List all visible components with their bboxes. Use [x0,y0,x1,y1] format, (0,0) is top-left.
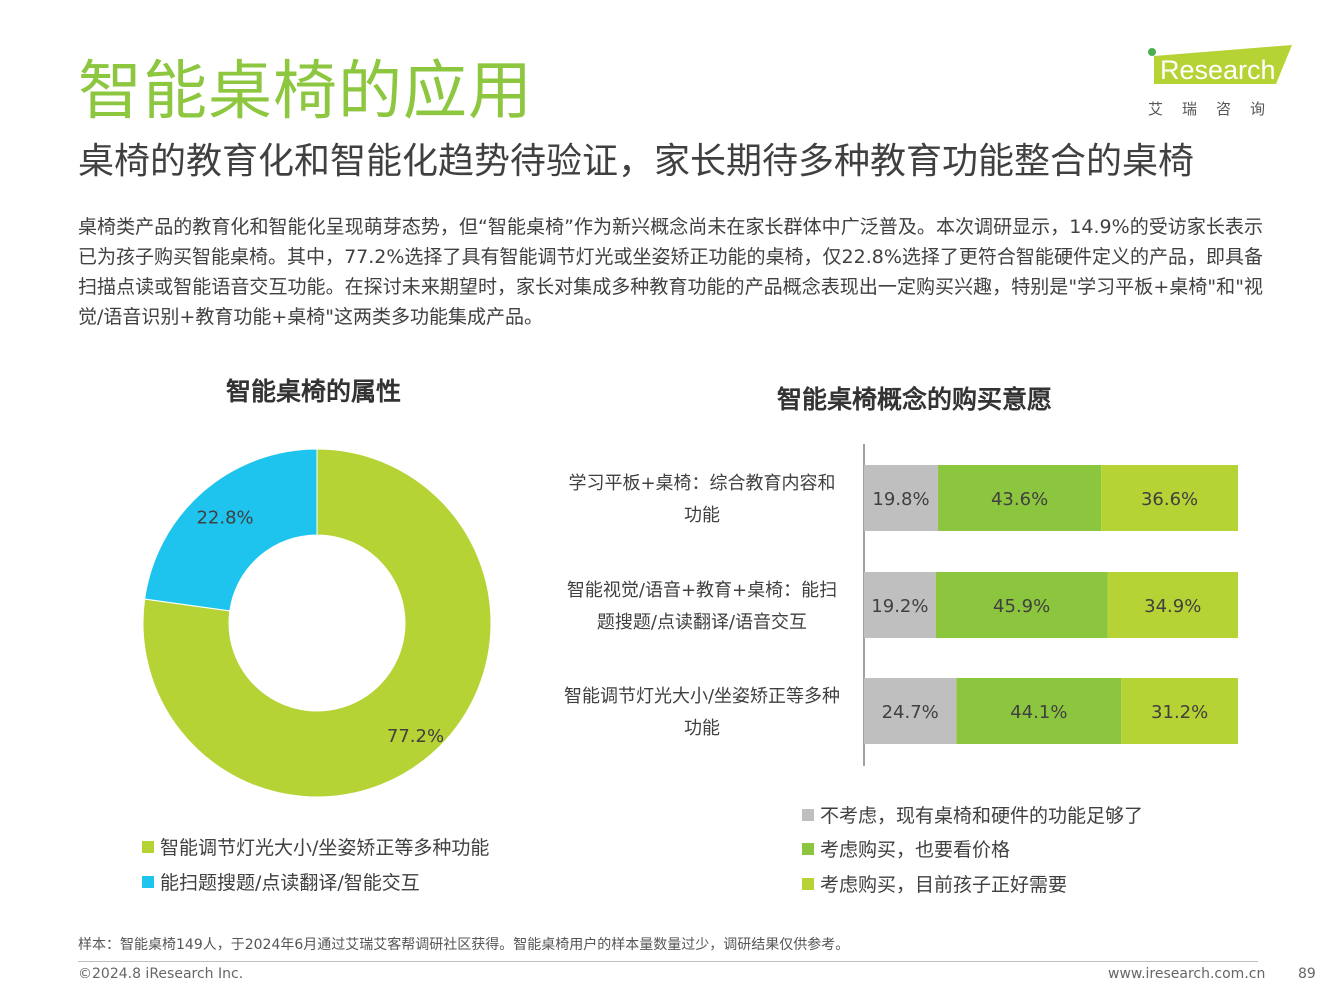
copyright: ©2024.8 iResearch Inc. [78,966,244,982]
bar-segment [1101,465,1238,531]
bar-data-label: 31.2% [1151,702,1208,723]
legend-swatch [802,842,814,855]
website-link: www.iresearch.com.cn [1108,966,1266,982]
category-label: 学习平板+桌椅：综合教育内容和功能 [568,473,835,526]
legend-label: 智能调节灯光大小/坐姿矫正等多种功能 [160,837,490,859]
donut-data-label: 22.8% [196,507,253,528]
donut-legend-item: 能扫题搜题/点读翻译/智能交互 [142,868,420,895]
bar-data-label: 36.6% [1141,489,1198,510]
category-label-line: 学习平板+桌椅：综合教育内容和 [568,473,835,494]
bar-data-label: 24.7% [882,702,939,723]
bar-segment [864,572,936,638]
page-subtitle: 桌椅的教育化和智能化趋势待验证，家长期待多种教育功能整合的桌椅 [78,141,1195,182]
bar-segment [938,465,1102,531]
category-label-line: 智能调节灯光大小/坐姿矫正等多种 [564,686,840,707]
donut-data-label: 77.2% [387,726,444,747]
logo-text: Research [1160,55,1276,85]
donut-slice [144,448,318,612]
category-label-line: 题搜题/点读翻译/语音交互 [597,612,807,633]
bar-segment [864,678,957,744]
legend-label: 考虑购买，目前孩子正好需要 [820,874,1068,896]
bar-legend-item: 考虑购买，也要看价格 [802,835,1010,862]
legend-label: 考虑购买，也要看价格 [820,839,1011,861]
legend-swatch [802,808,814,821]
bar-data-label: 19.8% [872,489,929,510]
bar-data-label: 19.2% [871,596,928,617]
category-label: 智能调节灯光大小/坐姿矫正等多种功能 [564,686,840,739]
logo-chinese: 艾瑞咨询 [1148,100,1285,118]
donut-chart: 77.2% 22.8% [142,448,492,798]
logo-dot [1148,48,1156,56]
legend-swatch [802,877,814,890]
bar-data-label: 45.9% [993,596,1050,617]
donut-chart-title: 智能桌椅的属性 [226,377,402,406]
bar-segment [956,678,1122,744]
donut-slice [142,448,492,798]
legend-swatch [142,875,154,888]
logo-graphic: i Research [1148,45,1292,85]
sample-note: 样本：智能桌椅149人，于2024年6月通过艾瑞艾客帮调研社区获得。智能桌椅用户… [78,937,850,953]
legend-label: 不考虑，现有桌椅和硬件的功能足够了 [820,805,1144,827]
iresearch-logo: i Research [1140,42,1300,122]
footer-divider [78,961,1258,962]
summary-paragraph: 桌椅类产品的教育化和智能化呈现萌芽态势，但“智能桌椅”作为新兴概念尚未在家长群体… [78,216,1263,328]
bar-data-label: 44.1% [1010,702,1067,723]
logo-banner [1154,45,1292,84]
stacked-bar-chart: 学习平板+桌椅：综合教育内容和功能 19.8% 43.6% 36.6% 智能视觉/语音+… [564,444,1238,766]
bar-chart-title: 智能桌椅概念的购买意愿 [777,385,1053,414]
logo-i: i [1148,55,1154,85]
bar-segment [1107,572,1238,638]
bar-data-label: 34.9% [1144,596,1201,617]
category-label-line: 智能视觉/语音+教育+桌椅：能扫 [567,580,837,601]
category-label-line: 功能 [684,718,720,739]
bar-legend-item: 不考虑，现有桌椅和硬件的功能足够了 [802,801,1143,828]
bar-data-label: 43.6% [991,489,1048,510]
category-label: 智能视觉/语音+教育+桌椅：能扫题搜题/点读翻译/语音交互 [567,580,837,633]
bar-legend-item: 考虑购买，目前孩子正好需要 [802,870,1067,897]
page-number: 89 [1298,966,1316,982]
bar-segment [864,465,939,531]
legend-label: 能扫题搜题/点读翻译/智能交互 [160,872,420,894]
category-label-line: 功能 [684,505,720,526]
bar-segment [1121,678,1238,744]
legend-swatch [142,840,154,853]
donut-legend-item: 智能调节灯光大小/坐姿矫正等多种功能 [142,833,489,860]
page-title: 智能桌椅的应用 [78,55,533,129]
bar-segment [935,572,1108,638]
